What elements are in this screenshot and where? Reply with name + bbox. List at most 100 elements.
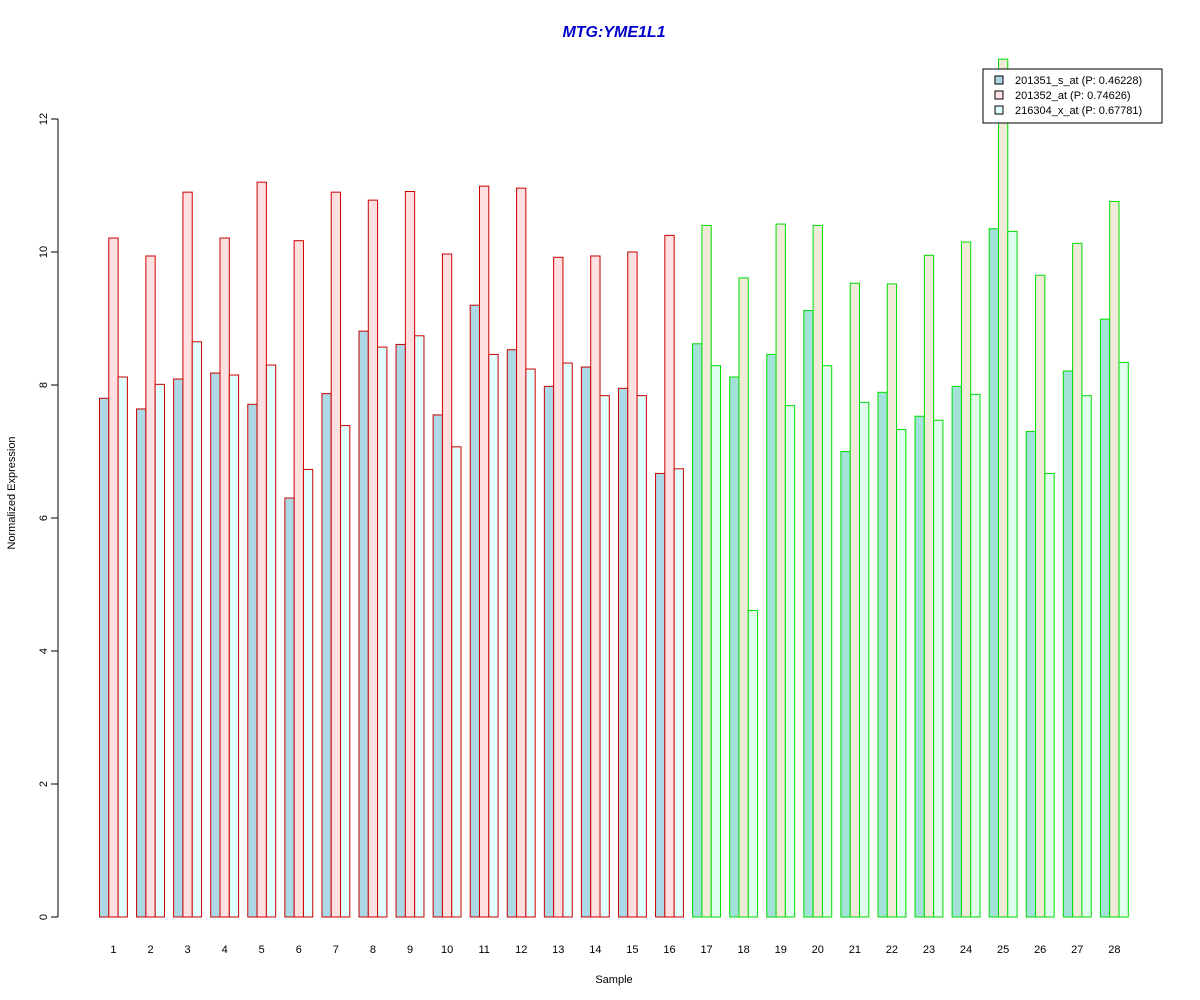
bar-sample-21-series-2	[849, 282, 861, 918]
x-tick-label: 7	[333, 944, 339, 956]
x-axis-title: Sample	[595, 974, 632, 986]
x-tick-label: 15	[626, 944, 638, 956]
bar-sample-21-series-1	[840, 451, 851, 918]
x-tick-label: 25	[997, 944, 1009, 956]
bar-sample-28-series-2	[1109, 200, 1120, 918]
legend: 201351_s_at (P: 0.46228) 201352_at (P: 0.…	[982, 68, 1163, 124]
x-tick-label: 1	[110, 944, 116, 956]
bar-sample-20-series-2	[812, 224, 823, 918]
bar-sample-13-series-1	[543, 385, 555, 918]
legend-label-2: 201352_at (P: 0.74626)	[1015, 90, 1131, 102]
bar-sample-24-series-2	[960, 241, 972, 918]
bar-sample-21-series-3	[859, 401, 870, 918]
bar-sample-8-series-3	[377, 346, 388, 918]
bar-sample-25-series-1	[988, 228, 999, 918]
x-tick-label: 9	[407, 944, 413, 956]
y-tick-label: 12	[38, 113, 50, 125]
y-axis: 0 2 4 6 8 10 12	[38, 113, 59, 920]
bars-group	[99, 58, 1129, 918]
bar-sample-19-series-1	[766, 353, 777, 918]
bar-sample-16-series-2	[664, 234, 675, 918]
bar-sample-17-series-3	[710, 365, 722, 918]
bar-sample-10-series-2	[441, 253, 453, 918]
legend-swatch-3	[994, 105, 1004, 115]
bar-sample-9-series-2	[404, 190, 416, 918]
bar-sample-28-series-3	[1118, 361, 1129, 918]
bar-sample-14-series-1	[580, 366, 592, 918]
bar-sample-13-series-3	[562, 362, 573, 918]
bar-sample-20-series-1	[803, 310, 814, 918]
x-tick-label: 3	[185, 944, 191, 956]
bar-sample-3-series-2	[182, 191, 193, 918]
bar-sample-9-series-1	[395, 343, 406, 918]
bar-sample-12-series-2	[516, 187, 527, 918]
bar-sample-2-series-1	[136, 408, 147, 918]
bar-sample-8-series-2	[367, 199, 379, 918]
x-tick-label: 27	[1071, 944, 1083, 956]
x-tick-label: 22	[886, 944, 898, 956]
x-tick-label: 12	[515, 944, 527, 956]
bar-sample-4-series-1	[210, 372, 221, 918]
bar-sample-1-series-1	[99, 397, 110, 918]
bar-sample-4-series-3	[228, 374, 240, 918]
legend-label-3: 216304_x_at (P: 0.67781)	[1015, 105, 1142, 117]
x-tick-label: 17	[700, 944, 712, 956]
y-tick-label: 2	[38, 781, 50, 787]
legend-swatch-1	[994, 75, 1004, 85]
bar-sample-13-series-2	[553, 256, 564, 918]
bar-sample-26-series-2	[1035, 274, 1046, 918]
x-tick-label: 26	[1034, 944, 1046, 956]
bar-sample-18-series-1	[729, 376, 740, 918]
bar-sample-24-series-3	[970, 393, 981, 918]
y-tick-label: 4	[38, 648, 50, 654]
bar-sample-26-series-3	[1044, 472, 1055, 918]
y-tick-label: 10	[38, 246, 50, 258]
bar-sample-20-series-3	[821, 365, 833, 918]
legend-swatch-2	[994, 90, 1004, 100]
legend-box	[982, 68, 1163, 124]
x-tick-label: 14	[589, 944, 601, 956]
bar-sample-1-series-3	[117, 376, 128, 918]
bar-sample-10-series-1	[432, 414, 443, 918]
bar-sample-22-series-1	[877, 391, 888, 918]
bar-sample-12-series-3	[525, 368, 536, 918]
bar-sample-8-series-1	[358, 330, 369, 918]
bar-sample-15-series-2	[627, 251, 638, 918]
bar-sample-7-series-1	[321, 393, 332, 918]
x-tick-label: 13	[552, 944, 564, 956]
bar-sample-23-series-2	[923, 254, 935, 918]
x-tick-label: 19	[775, 944, 787, 956]
bar-sample-15-series-3	[636, 395, 647, 918]
bar-sample-14-series-3	[599, 395, 610, 918]
x-tick-label: 23	[923, 944, 935, 956]
x-tick-label: 4	[222, 944, 228, 956]
bar-sample-26-series-1	[1025, 431, 1037, 918]
bar-sample-22-series-3	[896, 429, 907, 918]
bar-sample-27-series-2	[1072, 242, 1083, 918]
x-tick-label: 16	[663, 944, 675, 956]
bar-sample-6-series-2	[293, 240, 304, 918]
bar-sample-28-series-1	[1099, 318, 1111, 918]
bar-sample-5-series-3	[265, 364, 277, 918]
bar-sample-27-series-1	[1062, 370, 1074, 918]
bar-sample-7-series-3	[340, 425, 351, 918]
bar-sample-6-series-3	[302, 468, 314, 918]
bar-sample-11-series-2	[479, 185, 490, 918]
chart-title: MTG:YME1L1	[562, 24, 665, 41]
y-tick-label: 8	[38, 382, 50, 388]
bar-sample-14-series-2	[590, 255, 601, 918]
x-tick-label: 24	[960, 944, 972, 956]
bar-sample-15-series-1	[617, 387, 629, 918]
x-tick-label: 11	[478, 944, 489, 956]
bar-sample-3-series-1	[173, 378, 184, 918]
bar-sample-9-series-3	[414, 335, 425, 918]
x-tick-label: 21	[849, 944, 861, 956]
bar-sample-23-series-3	[933, 419, 944, 918]
x-tick-label: 28	[1108, 944, 1120, 956]
bar-sample-16-series-3	[673, 468, 684, 918]
bar-sample-10-series-3	[451, 446, 462, 918]
legend-label-1: 201351_s_at (P: 0.46228)	[1015, 75, 1142, 87]
bar-sample-24-series-1	[951, 385, 962, 918]
bar-sample-2-series-2	[145, 255, 156, 918]
